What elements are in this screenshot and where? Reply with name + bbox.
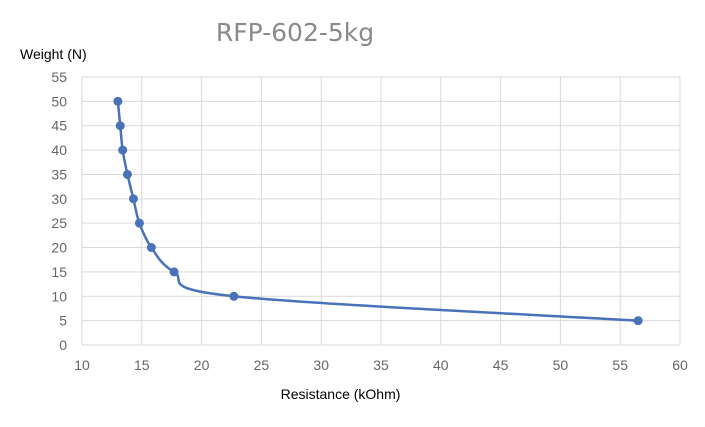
data-point xyxy=(229,291,239,301)
x-tick-label: 60 xyxy=(672,357,688,373)
data-point xyxy=(146,243,156,253)
chart-title: RFP-602-5kg xyxy=(215,18,375,47)
data-point xyxy=(118,145,128,155)
y-tick-labels: 0 5 10 15 20 25 30 35 40 45 50 55 xyxy=(51,69,67,353)
data-point xyxy=(113,96,123,106)
x-tick-label: 25 xyxy=(254,357,270,373)
data-point xyxy=(128,194,138,204)
y-tick-label: 5 xyxy=(59,313,67,329)
y-tick-label: 25 xyxy=(51,215,67,231)
x-tick-label: 15 xyxy=(134,357,150,373)
data-point xyxy=(122,169,132,179)
data-point xyxy=(169,267,179,277)
y-tick-label: 40 xyxy=(51,142,67,158)
series-group xyxy=(113,96,643,326)
y-axis-label: Weight (N) xyxy=(20,46,87,62)
data-point xyxy=(134,218,144,228)
x-tick-label: 35 xyxy=(373,357,389,373)
y-tick-label: 35 xyxy=(51,166,67,182)
x-tick-label: 55 xyxy=(612,357,628,373)
y-tick-label: 45 xyxy=(51,118,67,134)
x-tick-label: 40 xyxy=(433,357,449,373)
x-tick-label: 10 xyxy=(74,357,90,373)
y-tick-label: 0 xyxy=(59,337,67,353)
y-tick-label: 10 xyxy=(51,288,67,304)
data-point xyxy=(633,316,643,326)
x-tick-label: 50 xyxy=(553,357,569,373)
y-tick-label: 20 xyxy=(51,240,67,256)
x-tick-label: 20 xyxy=(194,357,210,373)
grid-lines xyxy=(81,76,681,346)
data-point xyxy=(115,121,125,131)
y-tick-label: 50 xyxy=(51,93,67,109)
x-tick-label: 45 xyxy=(493,357,509,373)
y-tick-label: 15 xyxy=(51,264,67,280)
x-axis-label: Resistance (kOhm) xyxy=(280,386,401,402)
y-tick-label: 55 xyxy=(51,69,67,85)
x-tick-label: 30 xyxy=(313,357,329,373)
x-tick-labels: 10 15 20 25 30 35 40 45 50 55 60 xyxy=(74,357,688,373)
y-tick-label: 30 xyxy=(51,191,67,207)
